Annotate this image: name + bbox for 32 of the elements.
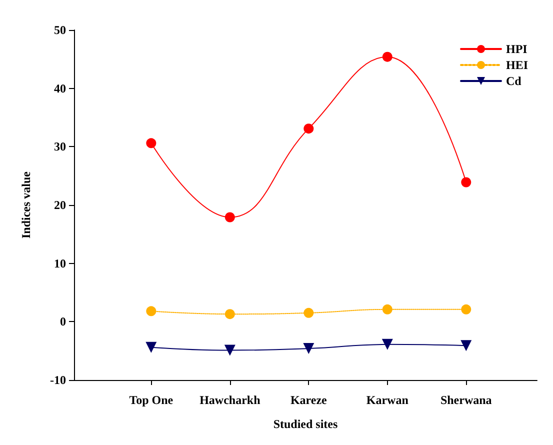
point xyxy=(224,212,235,222)
point xyxy=(382,304,392,314)
y-tick-label: 10 xyxy=(54,256,66,270)
point xyxy=(460,340,472,352)
point xyxy=(303,343,314,354)
legend-label: HPI xyxy=(506,42,528,56)
x-tick-label: Sherwana xyxy=(440,393,492,407)
y-tick-label: 40 xyxy=(54,81,66,96)
point xyxy=(146,306,156,316)
x-tick-label: Kareze xyxy=(290,393,328,407)
y-tick-label: 50 xyxy=(54,23,66,37)
y-tick-label: 0 xyxy=(60,314,66,329)
point xyxy=(382,52,392,62)
x-tick-label: Karwan xyxy=(366,393,409,407)
point xyxy=(146,138,156,148)
point xyxy=(461,177,472,188)
point xyxy=(382,338,393,350)
point xyxy=(304,124,314,134)
x-axis-title: Studied sites xyxy=(273,417,338,431)
point xyxy=(224,344,236,356)
legend-label: Cd xyxy=(506,74,522,88)
x-tick-label: Hawcharkh xyxy=(200,393,261,407)
legend-label: HEI xyxy=(506,58,528,72)
y-tick-label: 30 xyxy=(54,140,66,154)
point xyxy=(146,342,157,353)
y-tick-label: 20 xyxy=(54,198,66,212)
point xyxy=(304,308,314,318)
point xyxy=(461,304,472,314)
y-axis-title: Indices value xyxy=(19,170,33,239)
point xyxy=(224,309,235,320)
x-tick-label: Top One xyxy=(129,393,174,407)
y-tick-label: -10 xyxy=(50,373,66,387)
